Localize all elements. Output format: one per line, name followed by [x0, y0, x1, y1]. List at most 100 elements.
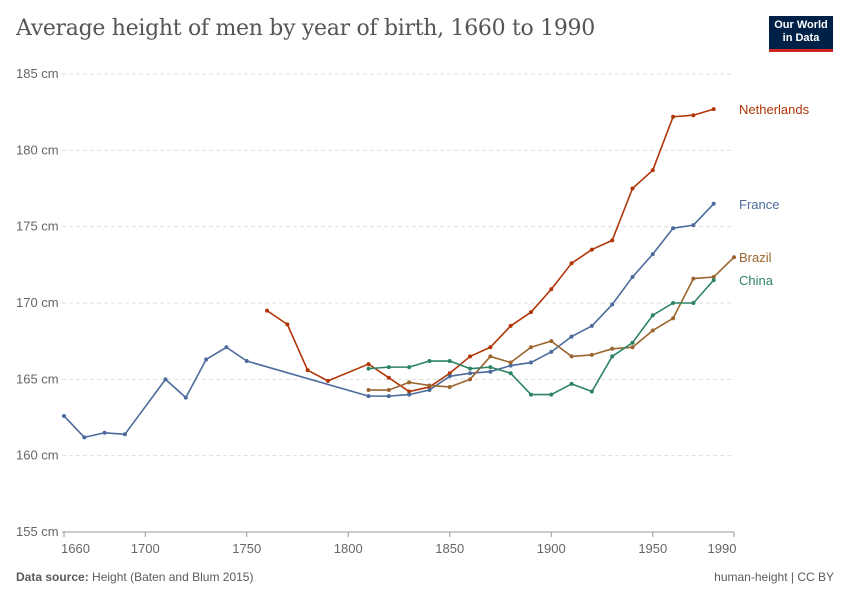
legend-label-china: China — [739, 273, 774, 288]
data-point-france — [427, 388, 432, 393]
data-point-netherlands — [447, 371, 452, 376]
chart-title: Average height of men by year of birth, … — [16, 16, 595, 41]
data-point-france — [488, 369, 493, 374]
series-line-brazil — [368, 256, 735, 391]
data-point-netherlands — [691, 113, 696, 118]
series-line-china — [368, 279, 715, 396]
legend-label-france: France — [739, 197, 779, 212]
data-point-france — [671, 226, 676, 231]
data-point-france — [447, 374, 452, 379]
data-point-china — [549, 392, 554, 397]
data-point-china — [671, 301, 676, 305]
data-point-france — [589, 323, 594, 328]
data-point-brazil — [386, 388, 391, 393]
data-point-china — [528, 392, 533, 397]
data-point-brazil — [691, 276, 696, 281]
data-point-brazil — [366, 388, 371, 393]
data-point-netherlands — [711, 107, 716, 112]
data-point-brazil — [488, 354, 493, 359]
y-tick-label: 175 cm — [16, 219, 59, 234]
chart-slug-license[interactable]: human-height | CC BY — [714, 570, 834, 584]
data-point-china — [447, 359, 452, 364]
data-point-netherlands — [589, 247, 594, 252]
x-tick-label: 1660 — [61, 541, 90, 556]
series-line-netherlands — [266, 108, 714, 393]
legend-label-brazil: Brazil — [739, 250, 772, 265]
data-point-france — [366, 394, 371, 399]
data-point-brazil — [732, 255, 736, 260]
data-point-france — [508, 363, 513, 368]
x-tick-label: 1700 — [131, 541, 160, 556]
data-point-france — [122, 432, 127, 437]
data-point-brazil — [671, 316, 676, 321]
data-point-china — [650, 313, 655, 318]
data-point-china — [468, 366, 473, 371]
data-point-netherlands — [407, 389, 412, 394]
data-point-netherlands — [650, 168, 655, 173]
data-point-netherlands — [265, 308, 270, 313]
data-source: Data source: Height (Baten and Blum 2015… — [16, 570, 253, 584]
data-point-netherlands — [386, 375, 391, 380]
data-point-brazil — [610, 346, 615, 351]
data-point-brazil — [468, 377, 473, 382]
data-point-netherlands — [671, 114, 676, 119]
data-point-france — [528, 360, 533, 365]
data-point-china — [569, 381, 574, 386]
data-point-netherlands — [468, 354, 473, 359]
data-point-france — [82, 435, 87, 440]
data-point-china — [610, 354, 615, 359]
data-point-brazil — [407, 380, 412, 385]
legend-label-netherlands: Netherlands — [739, 102, 810, 117]
data-point-china — [711, 278, 716, 283]
y-tick-label: 155 cm — [16, 524, 59, 539]
data-point-france — [650, 252, 655, 257]
series-line-france — [63, 203, 715, 439]
data-point-china — [630, 340, 635, 345]
data-point-netherlands — [610, 238, 615, 243]
y-tick-label: 160 cm — [16, 448, 59, 463]
y-tick-label: 170 cm — [16, 295, 59, 310]
data-point-france — [691, 223, 696, 228]
data-point-netherlands — [325, 378, 330, 383]
data-point-france — [163, 377, 168, 382]
data-point-china — [366, 366, 371, 371]
data-point-china — [508, 371, 513, 376]
data-point-france — [204, 357, 209, 362]
data-point-france — [224, 345, 229, 350]
data-point-netherlands — [508, 323, 513, 328]
data-point-france — [630, 275, 635, 280]
data-point-china — [427, 359, 432, 364]
data-point-china — [589, 389, 594, 394]
data-point-china — [386, 365, 391, 370]
data-point-netherlands — [305, 368, 310, 373]
data-point-china — [488, 365, 493, 370]
data-point-brazil — [447, 384, 452, 389]
data-point-netherlands — [528, 310, 533, 315]
line-chart: 155 cm 160 cm 165 cm 170 cm 175 cm 180 cm 185 … — [16, 66, 810, 556]
data-point-china — [407, 365, 412, 370]
data-point-brazil — [650, 328, 655, 333]
data-point-france — [569, 334, 574, 339]
data-point-brazil — [569, 354, 574, 359]
data-source-link[interactable]: Height (Baten and Blum 2015) — [92, 570, 254, 584]
data-point-brazil — [427, 383, 432, 388]
data-point-netherlands — [549, 287, 554, 292]
x-tick-label: 1800 — [334, 541, 363, 556]
data-point-france — [711, 201, 716, 206]
data-point-brazil — [549, 339, 554, 344]
data-point-brazil — [589, 352, 594, 357]
y-tick-label: 185 cm — [16, 66, 59, 81]
owid-logo[interactable]: Our World in Data — [769, 16, 833, 52]
y-tick-label: 180 cm — [16, 142, 59, 157]
data-point-brazil — [528, 345, 533, 350]
x-tick-label: 1950 — [638, 541, 667, 556]
data-point-china — [691, 301, 696, 305]
x-tick-label: 1850 — [435, 541, 464, 556]
data-point-brazil — [630, 345, 635, 350]
data-point-france — [62, 413, 66, 418]
data-point-netherlands — [488, 345, 493, 350]
data-point-france — [549, 349, 554, 354]
data-point-france — [610, 302, 615, 307]
data-point-france — [244, 359, 249, 364]
data-point-brazil — [711, 275, 716, 280]
